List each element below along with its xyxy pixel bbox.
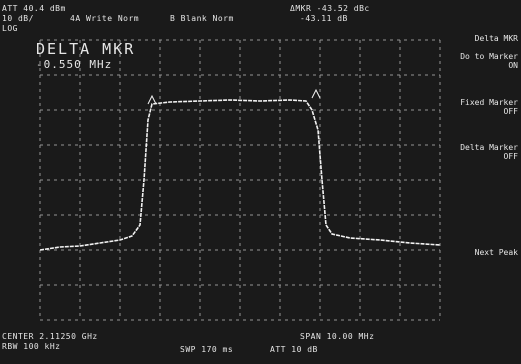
analyzer-screen: ATT 40.4 dBm 10 dB/ LOG 4A Write Norm B … [0,0,521,364]
softkey-label: Fixed Marker [442,98,518,107]
menu-title: Delta MKR [442,34,518,43]
readout-title: DELTA MKR [36,40,135,58]
softkey[interactable]: Next Peak [442,248,518,257]
scale: 10 dB/ [2,14,34,23]
marker-level: -43.11 dB [300,14,348,23]
softkey-state: OFF [442,107,518,116]
attenuation: ATT 10 dB [270,345,318,354]
rbw: RBW 100 kHz [2,342,60,351]
grid [40,40,440,320]
softkey-state: OFF [442,152,518,161]
softkey-label: Do to Marker [442,52,518,61]
marker-symbol [312,90,320,98]
log-label: LOG [2,24,18,33]
trace-a: 4A Write Norm [70,14,139,23]
menu-title-text: Delta MKR [442,34,518,43]
marker: ΔMKR -43.52 dBc [290,4,370,13]
marker-symbol [148,96,156,104]
sweep: SWP 170 ms [180,345,233,354]
center-frequency: CENTER 2.11250 GHz [2,332,98,341]
softkey-label: Delta Marker [442,143,518,152]
span: SPAN 10.00 MHz [300,332,374,341]
softkey-label: Next Peak [442,248,518,257]
reference-level: ATT 40.4 dBm [2,4,66,13]
softkey-state: ON [442,61,518,70]
readout-value: -0.550 MHz [36,58,112,71]
trace-b: B Blank Norm [170,14,234,23]
